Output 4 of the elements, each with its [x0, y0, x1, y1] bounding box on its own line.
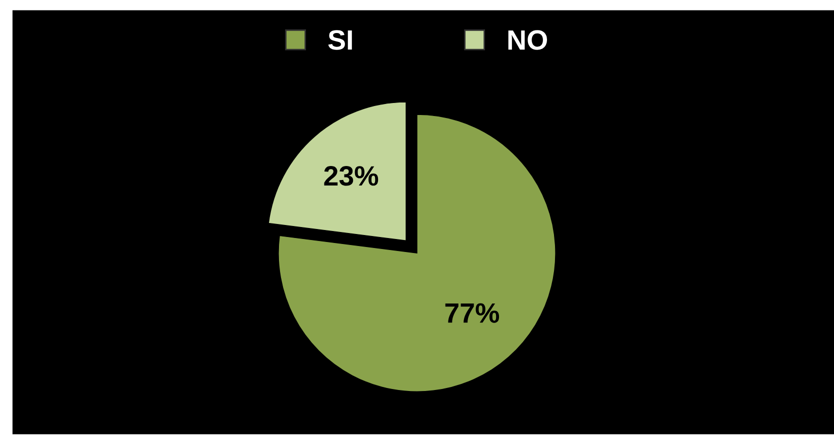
- legend-label: NO: [508, 30, 548, 50]
- data-label: 77%: [445, 303, 500, 323]
- legend-label: SI: [328, 30, 352, 50]
- data-label: 23%: [324, 166, 378, 186]
